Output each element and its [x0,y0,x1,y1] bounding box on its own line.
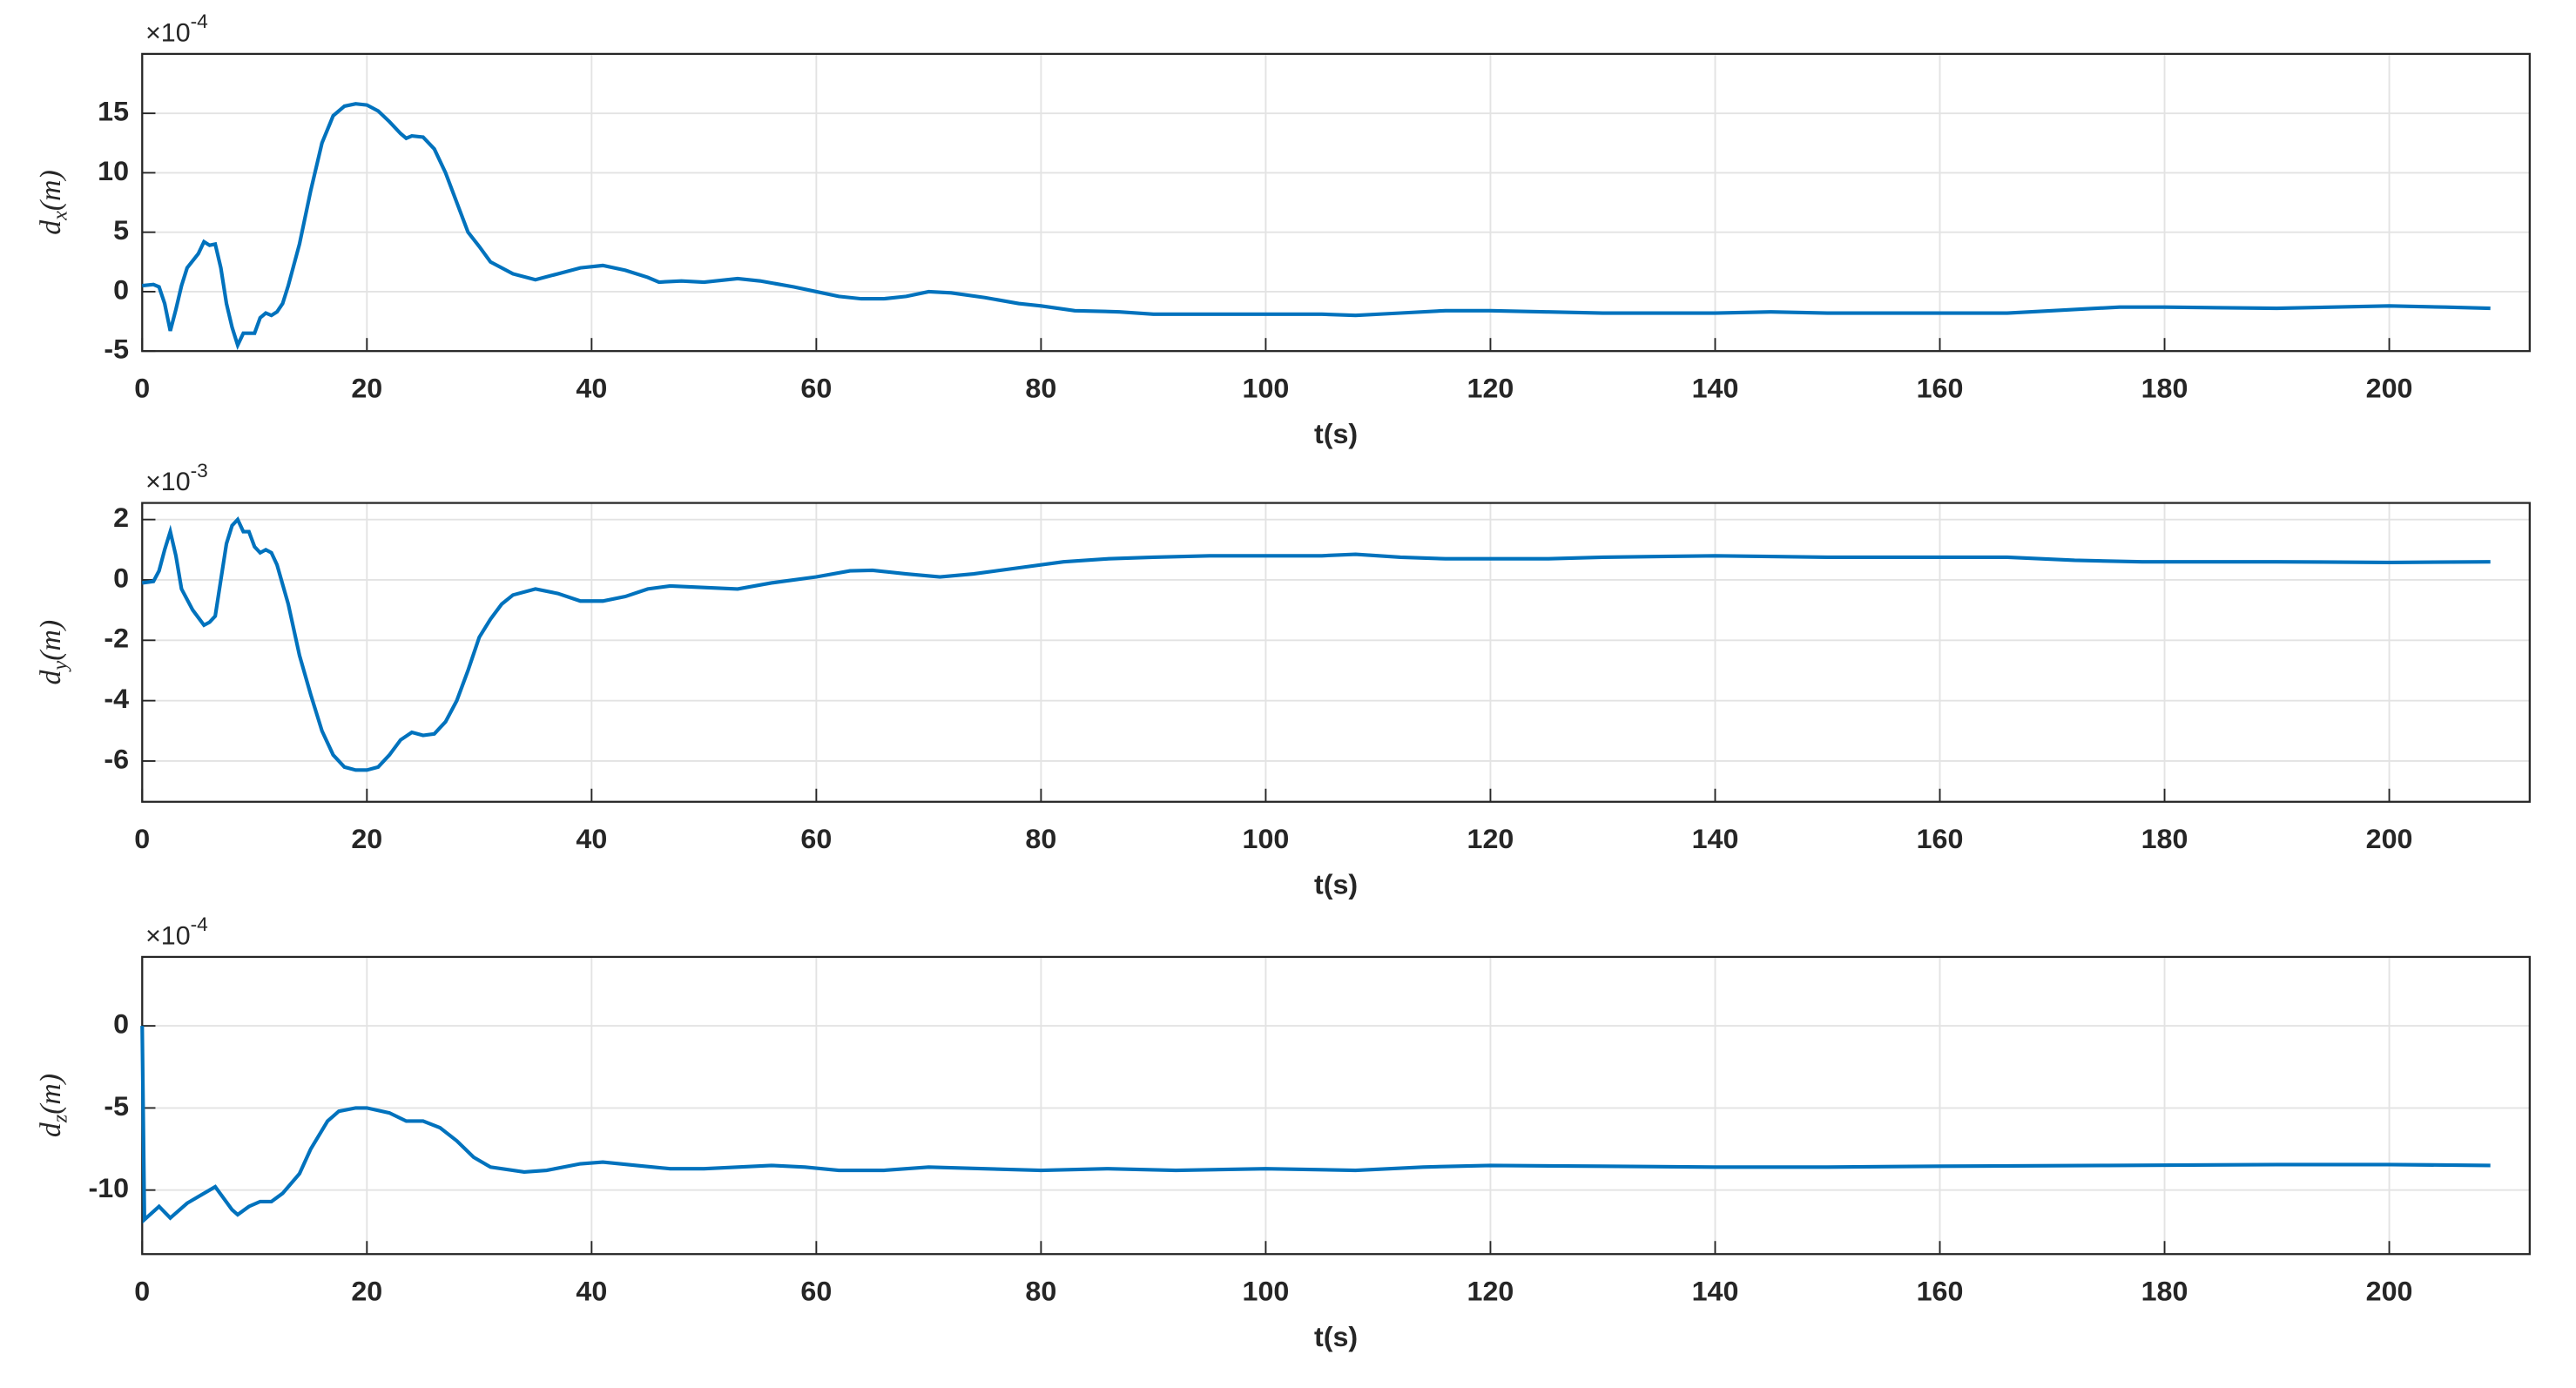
y-tick-label: 0 [113,1008,129,1040]
axes-box [141,502,2531,803]
plot-area [142,502,2530,802]
x-tick-label: 120 [1467,823,1514,854]
y-tick-label: 0 [113,274,129,306]
y-label-base: d [34,670,66,685]
x-tick-label: 180 [2141,373,2188,404]
exponent-power: -4 [191,913,208,935]
y-label-sub: z [48,1114,71,1123]
x-tick-label: 40 [576,373,607,404]
plot-area [142,53,2530,352]
exponent-power: -4 [191,10,208,32]
x-tick-label: 60 [800,823,832,854]
x-tick-label: 80 [1025,1276,1056,1307]
x-tick-label: 180 [2141,1276,2188,1307]
x-tick-label: 140 [1692,1276,1739,1307]
x-tick-label: 60 [800,1276,832,1307]
x-tick-label: 20 [351,823,382,854]
x-tick-label: 100 [1243,1276,1290,1307]
y-tick-label: 10 [98,155,129,186]
y-tick-label: -10 [88,1172,129,1203]
y-label-rest: (m) [34,1074,66,1115]
x-tick-label: 40 [576,1276,607,1307]
y-tick-label: 5 [113,214,129,246]
axis-exponent: ×10-4 [145,10,208,47]
x-tick-label: 40 [576,823,607,854]
y-tick-label: 15 [98,96,129,127]
y-tick-label: -5 [104,334,129,365]
data-line [142,102,2491,351]
axes-box [141,52,2531,353]
x-tick-label: 140 [1692,373,1739,404]
x-tick-label: 20 [351,373,382,404]
x-tick-label: 160 [1917,823,1964,854]
plot-area [142,956,2530,1255]
y-tick-label: -4 [104,683,129,714]
x-tick-label: 200 [2366,823,2413,854]
x-tick-label: 20 [351,1276,382,1307]
exponent-base: ×10 [145,18,191,47]
x-tick-label: 160 [1917,373,1964,404]
y-label-sub: x [48,211,71,221]
x-tick-label: 60 [800,373,832,404]
x-tick-label: 0 [134,373,150,404]
y-label-base: d [34,1122,66,1137]
axis-exponent: ×10-4 [145,913,208,950]
x-tick-label: 0 [134,823,150,854]
y-label-rest: (m) [34,170,66,211]
y-tick-label: -2 [104,623,129,654]
y-label-sub: y [48,661,71,673]
x-tick-label: 140 [1692,823,1739,854]
exponent-power: -3 [191,460,208,482]
y-axis-label: dx(m) [34,170,71,235]
y-tick-label: -6 [104,744,129,775]
x-tick-label: 80 [1025,373,1056,404]
y-axis-label: dy(m) [34,620,71,685]
x-tick-label: 100 [1243,373,1290,404]
exponent-base: ×10 [145,921,191,950]
exponent-base: ×10 [145,468,191,496]
x-tick-label: 180 [2141,823,2188,854]
y-label-rest: (m) [34,620,66,661]
y-tick-label: 0 [113,563,129,594]
x-tick-label: 80 [1025,823,1056,854]
x-tick-label: 0 [134,1276,150,1307]
x-tick-label: 200 [2366,1276,2413,1307]
x-tick-label: 160 [1917,1276,1964,1307]
x-axis-label: t(s) [1314,869,1358,900]
x-tick-label: 100 [1243,823,1290,854]
x-axis-label: t(s) [1314,1321,1358,1352]
y-tick-label: 2 [113,502,129,533]
x-axis-label: t(s) [1314,418,1358,449]
x-tick-label: 200 [2366,373,2413,404]
data-line [141,515,2491,772]
y-axis-label: dz(m) [34,1074,71,1137]
x-tick-label: 120 [1467,1276,1514,1307]
y-tick-label: -5 [104,1090,129,1122]
axis-exponent: ×10-3 [145,460,208,496]
y-label-base: d [34,219,66,235]
x-tick-label: 120 [1467,373,1514,404]
data-line [140,1026,2491,1224]
